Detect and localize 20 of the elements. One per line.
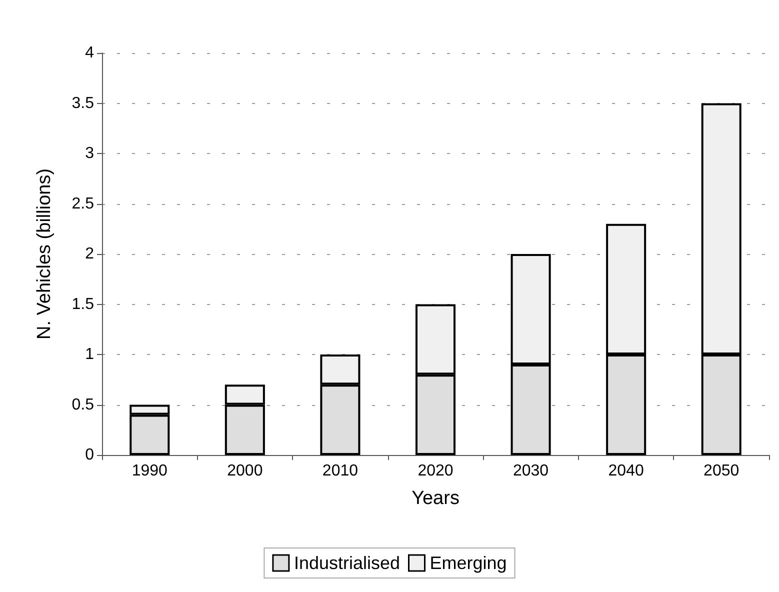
y-tick-label: 2.5 — [72, 195, 94, 212]
y-tick-label: 2 — [85, 246, 94, 262]
x-tick-label: 1990 — [132, 462, 168, 480]
y-tick-label: 4 — [85, 44, 94, 62]
legend-label: Industrialised — [294, 553, 400, 573]
x-tick-label: 2040 — [608, 462, 644, 480]
x-tick-label: 2010 — [322, 462, 358, 480]
x-axis-title: Years — [412, 488, 460, 509]
y-tick-label: 0 — [85, 446, 94, 464]
x-tick-label: 2030 — [512, 462, 549, 480]
x-tick-label: 2000 — [227, 462, 263, 480]
y-tick-label: 3.5 — [72, 94, 94, 112]
y-axis-title: N. Vehicles (billions) — [34, 168, 55, 340]
y-tick-label: 1.5 — [72, 296, 94, 313]
y-tick-label: 3 — [85, 145, 94, 162]
legend-label: Emerging — [430, 553, 507, 573]
y-tick-label: 1 — [85, 346, 94, 363]
y-tick-label: 0.5 — [72, 396, 94, 414]
x-tick-label: 2050 — [704, 462, 740, 480]
x-tick-label: 2020 — [418, 462, 454, 480]
